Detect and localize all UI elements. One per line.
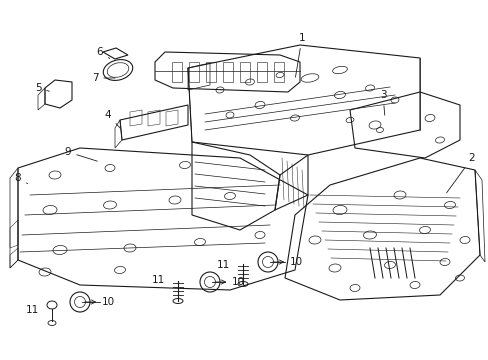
Text: 3: 3 <box>379 90 386 115</box>
Text: 5: 5 <box>35 83 49 93</box>
Text: 1: 1 <box>295 33 305 77</box>
Text: 2: 2 <box>446 153 474 193</box>
Text: 9: 9 <box>64 147 97 161</box>
Text: 11: 11 <box>151 275 164 285</box>
Text: 10: 10 <box>214 277 244 287</box>
Text: 7: 7 <box>92 73 115 83</box>
Text: 6: 6 <box>97 47 109 58</box>
Text: 10: 10 <box>84 297 115 307</box>
Text: 11: 11 <box>216 260 229 270</box>
Text: 4: 4 <box>104 110 120 128</box>
Text: 10: 10 <box>272 257 303 267</box>
Text: 8: 8 <box>15 173 27 184</box>
Text: 11: 11 <box>25 305 39 315</box>
